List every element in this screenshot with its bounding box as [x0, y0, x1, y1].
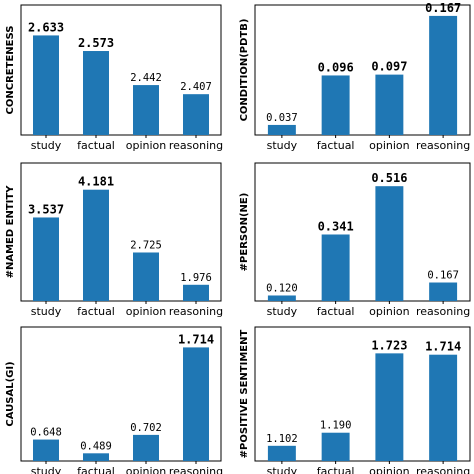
- x-tick-label: reasoning: [416, 139, 470, 152]
- value-label: 0.037: [266, 112, 298, 124]
- x-tick-label: study: [267, 465, 298, 474]
- bar: [267, 445, 296, 461]
- x-tick-label: study: [267, 139, 298, 152]
- x-tick-label: study: [267, 305, 298, 318]
- bar: [429, 354, 458, 461]
- bar: [183, 347, 209, 461]
- x-tick-label: reasoning: [169, 465, 223, 474]
- bar: [183, 94, 209, 135]
- bar: [33, 35, 59, 135]
- value-label: 0.096: [318, 60, 354, 74]
- x-tick-label: factual: [317, 139, 355, 152]
- value-label: 2.633: [28, 20, 64, 34]
- bar: [133, 85, 159, 135]
- value-label: 0.648: [30, 427, 62, 439]
- value-label: 0.489: [80, 440, 112, 452]
- x-tick-label: reasoning: [416, 465, 470, 474]
- bar: [429, 282, 458, 301]
- x-tick-label: reasoning: [416, 305, 470, 318]
- y-axis-label: CONDITION(PDTB): [239, 19, 250, 122]
- chart-panel: #POSITIVE SENTIMENT 1.102 study 1.190 factua…: [239, 326, 471, 474]
- value-label: 4.181: [78, 175, 114, 189]
- bar: [375, 353, 404, 461]
- x-tick-label: opinion: [369, 305, 410, 318]
- x-tick-label: opinion: [126, 139, 167, 152]
- bar: [133, 434, 159, 461]
- x-tick-label: reasoning: [169, 139, 223, 152]
- y-axis-label: #NAMED ENTITY: [5, 185, 16, 279]
- chart-panel: CONDITION(PDTB) 0.037 study 0.096 factual 0.0…: [239, 1, 471, 152]
- bar: [83, 51, 109, 135]
- chart-panel: #PERSON(NE) 0.120 study 0.341 factual 0.516 op…: [239, 162, 471, 318]
- x-tick-label: opinion: [126, 465, 167, 474]
- axes-frame: [20, 162, 222, 302]
- value-label: 1.976: [180, 272, 212, 284]
- bar: [33, 439, 59, 461]
- value-label: 0.341: [318, 219, 354, 233]
- x-tick-label: opinion: [126, 305, 167, 318]
- value-label: 0.120: [266, 282, 298, 294]
- bar: [133, 252, 159, 301]
- axes-frame: [254, 4, 471, 136]
- axes-frame: [20, 326, 222, 462]
- value-label: 1.723: [371, 338, 407, 352]
- chart-panel: #NAMED ENTITY 3.537 study 4.181 factual 2.725…: [5, 162, 223, 318]
- bar: [267, 295, 296, 301]
- value-label: 0.097: [371, 60, 407, 74]
- value-label: 0.516: [371, 171, 407, 185]
- bar: [321, 75, 350, 135]
- bar: [183, 284, 209, 301]
- x-tick-label: factual: [77, 305, 115, 318]
- bar: [429, 15, 458, 135]
- bar: [375, 186, 404, 301]
- value-label: 0.167: [427, 270, 459, 282]
- bar: [83, 189, 109, 301]
- chart-panel: CAUSAL(GI) 0.648 study 0.489 factual 0.702 opi…: [5, 326, 223, 474]
- bar: [83, 453, 109, 461]
- axes-frame: [20, 4, 222, 136]
- value-label: 1.714: [425, 340, 461, 354]
- x-tick-label: opinion: [369, 139, 410, 152]
- x-tick-label: factual: [317, 305, 355, 318]
- value-label: 2.573: [78, 36, 114, 50]
- x-tick-label: study: [31, 465, 62, 474]
- y-axis-label: CONCRETENESS: [5, 26, 16, 115]
- x-tick-label: opinion: [369, 465, 410, 474]
- value-label: 0.167: [425, 1, 461, 15]
- x-tick-label: factual: [317, 465, 355, 474]
- value-label: 2.407: [180, 81, 212, 93]
- bar: [375, 74, 404, 135]
- value-label: 2.442: [130, 72, 162, 84]
- value-label: 3.537: [28, 202, 64, 216]
- bar: [267, 124, 296, 135]
- value-label: 1.190: [320, 420, 352, 432]
- x-tick-label: study: [31, 139, 62, 152]
- bar: [321, 234, 350, 301]
- y-axis-label: #POSITIVE SENTIMENT: [239, 330, 250, 459]
- bar: [33, 217, 59, 301]
- axes-frame: [254, 162, 471, 302]
- chart-panel: CONCRETENESS 2.633 study 2.573 factual 2.442 o…: [5, 4, 223, 152]
- y-axis-label: #PERSON(NE): [239, 193, 250, 272]
- x-tick-label: factual: [77, 139, 115, 152]
- value-label: 1.102: [266, 433, 298, 445]
- x-tick-label: factual: [77, 465, 115, 474]
- y-axis-label: CAUSAL(GI): [5, 361, 16, 426]
- value-label: 2.725: [130, 239, 162, 251]
- x-tick-label: reasoning: [169, 305, 223, 318]
- bar: [321, 432, 350, 461]
- x-tick-label: study: [31, 305, 62, 318]
- axes-frame: [254, 326, 471, 462]
- value-label: 0.702: [130, 422, 162, 434]
- value-label: 1.714: [178, 332, 214, 346]
